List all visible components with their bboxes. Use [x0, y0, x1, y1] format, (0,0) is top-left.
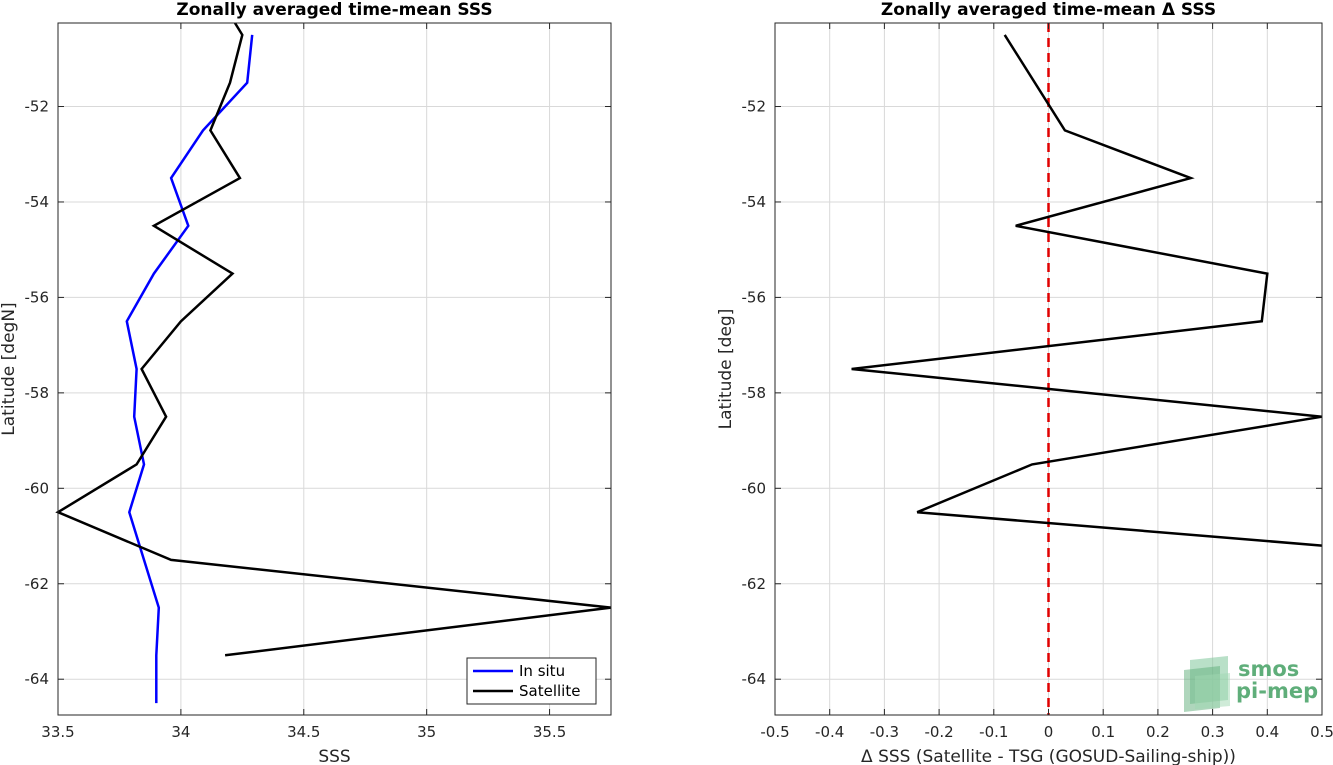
y-tick-label: -60 [742, 479, 767, 497]
logo-line-2: pi-mep [1236, 679, 1318, 703]
logo-line-1: smos [1238, 657, 1299, 681]
x-tick-label: 33.5 [41, 723, 74, 741]
chart-title: Zonally averaged time-mean Δ SSS [881, 0, 1216, 20]
y-tick-label: -56 [742, 288, 767, 306]
series-line-satellite [55, 22, 612, 657]
x-axis-label: SSS [318, 747, 350, 765]
x-tick-label: 0 [1044, 723, 1054, 741]
x-tick-label: 34.5 [287, 723, 320, 741]
y-tick-label: -54 [742, 193, 767, 211]
series-line-in-situ [125, 34, 254, 704]
x-tick-label: -0.4 [815, 723, 844, 741]
chart-title: Zonally averaged time-mean SSS [176, 0, 492, 20]
y-tick-label: -52 [742, 98, 767, 116]
x-tick-label: -0.3 [870, 723, 899, 741]
y-tick-label: -60 [25, 479, 50, 497]
sss-panel: 33.5 34 34.5 35 35.5 -64 -62 -60 -58 -56 -54 -52 Zo… [0, 0, 612, 765]
x-tick-label: 0.5 [1310, 723, 1333, 741]
y-axis-label: Latitude [deg] [716, 309, 736, 430]
x-tick-label: -0.1 [979, 723, 1008, 741]
y-tick-label: -64 [742, 670, 767, 688]
x-tick-label: -0.2 [924, 723, 953, 741]
y-axis-label: Latitude [degN] [0, 302, 19, 435]
y-tick-label: -58 [742, 384, 767, 402]
legend: In situ Satellite [466, 657, 597, 705]
legend-box [466, 657, 597, 705]
x-tick-label: 35 [417, 723, 436, 741]
x-tick-label: 34 [171, 723, 190, 741]
legend-label-satellite: Satellite [519, 682, 580, 700]
plot-frame [57, 22, 612, 716]
y-tick-label: -58 [25, 384, 50, 402]
x-tick-label: -0.5 [760, 723, 789, 741]
x-tick-label: 35.5 [533, 723, 566, 741]
y-tick-label: -62 [742, 575, 767, 593]
y-tick-label: -56 [25, 288, 50, 306]
x-axis-label: Δ SSS (Satellite - TSG (GOSUD-Sailing-sh… [861, 747, 1236, 765]
y-tick-label: -62 [25, 575, 50, 593]
series-line-0 [851, 34, 1323, 547]
x-tick-label: 0.3 [1201, 723, 1225, 741]
x-tick-label: 0.1 [1091, 723, 1115, 741]
smos-pimep-logo: smos pi-mep [1184, 656, 1318, 712]
logo-mark-icon [1184, 656, 1230, 712]
y-tick-label: -52 [25, 98, 50, 116]
x-tick-label: 0.4 [1255, 723, 1279, 741]
x-tick-label: 0.2 [1146, 723, 1170, 741]
legend-label-in-situ: In situ [519, 662, 565, 680]
y-tick-label: -64 [25, 670, 50, 688]
y-tick-label: -54 [25, 193, 50, 211]
delta-sss-panel: -0.5 -0.4 -0.3 -0.2 -0.1 0 0.1 0.2 0.3 0.4 0.5 -64 -… [716, 0, 1333, 765]
